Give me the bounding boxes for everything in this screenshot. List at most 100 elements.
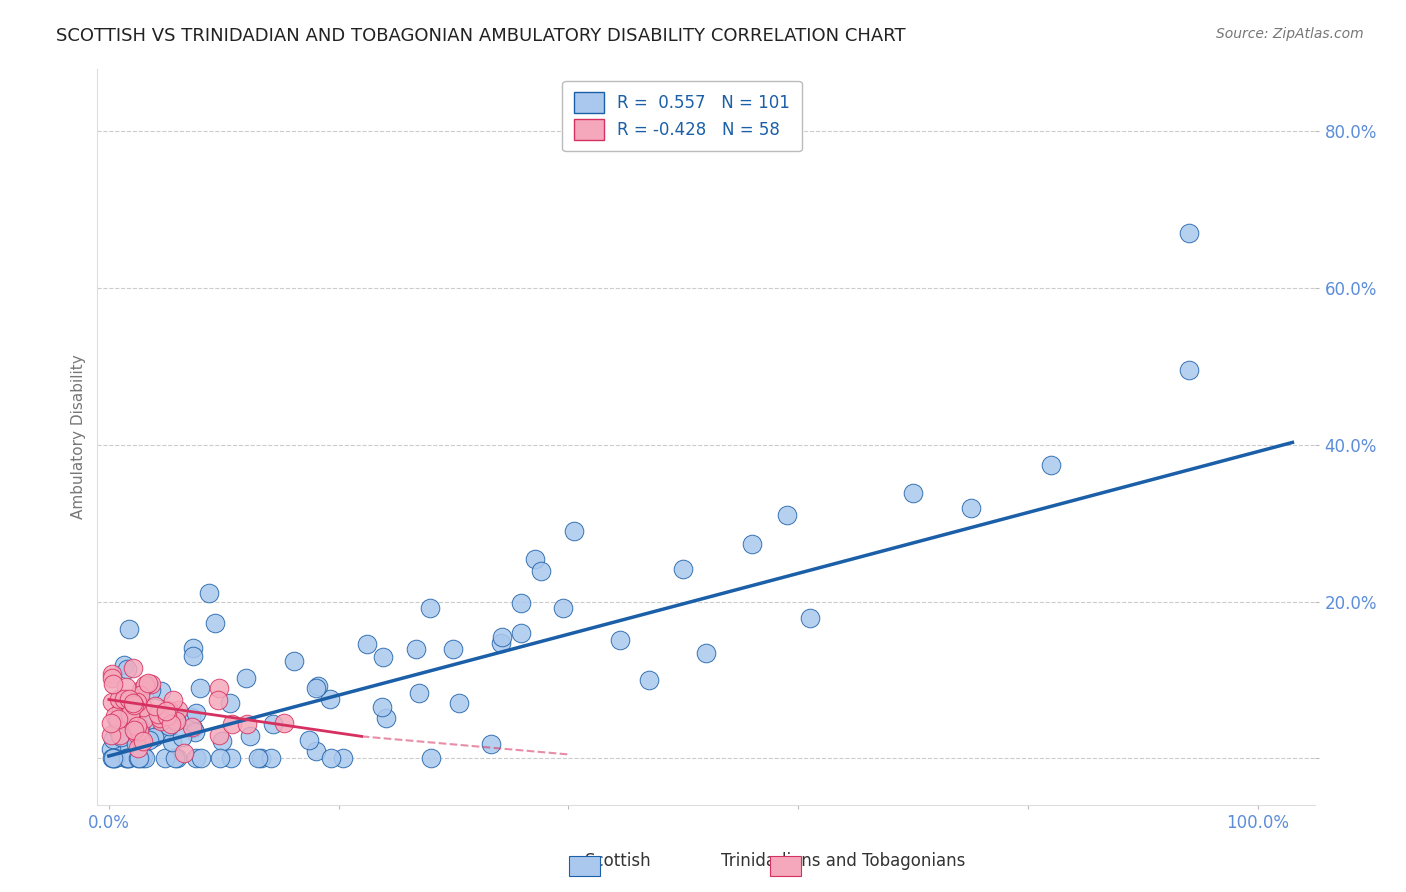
Point xyxy=(184,706,207,720)
Point xyxy=(183,721,205,735)
Point xyxy=(125,726,148,740)
Point xyxy=(146,707,169,722)
Point xyxy=(120,722,142,736)
Point xyxy=(262,717,284,731)
Point xyxy=(112,706,135,721)
Point xyxy=(101,750,124,764)
Point xyxy=(141,716,163,731)
Point xyxy=(128,750,150,764)
Text: Source: ZipAtlas.com: Source: ZipAtlas.com xyxy=(1216,27,1364,41)
Point xyxy=(638,673,661,687)
Point xyxy=(221,717,243,731)
Point xyxy=(114,713,136,727)
Point xyxy=(1178,363,1201,377)
Point xyxy=(111,715,134,730)
Point xyxy=(173,746,195,760)
Point xyxy=(114,657,136,672)
Point xyxy=(283,654,305,668)
Point xyxy=(441,642,464,657)
Point xyxy=(371,699,394,714)
Point xyxy=(741,537,763,551)
Point xyxy=(117,661,139,675)
Point xyxy=(149,711,172,725)
Point xyxy=(156,708,179,723)
Point xyxy=(117,750,139,764)
Point xyxy=(132,749,155,764)
Point xyxy=(118,709,141,723)
Point xyxy=(510,596,533,610)
Point xyxy=(449,696,471,710)
Point xyxy=(108,692,131,706)
Point xyxy=(122,696,145,710)
Point xyxy=(127,740,149,755)
Point xyxy=(246,750,269,764)
Point xyxy=(491,635,513,649)
Point xyxy=(184,724,207,739)
Point xyxy=(235,671,257,685)
Point xyxy=(153,750,176,764)
Point xyxy=(143,730,166,744)
Point xyxy=(524,552,547,566)
Point xyxy=(103,750,125,764)
Point xyxy=(118,750,141,764)
Point xyxy=(695,646,717,660)
Point xyxy=(419,601,441,615)
Point xyxy=(672,562,695,576)
Point xyxy=(373,650,395,665)
Point xyxy=(143,699,166,714)
Point xyxy=(114,745,136,759)
Point xyxy=(211,734,233,748)
Point xyxy=(134,712,156,726)
Point xyxy=(124,704,146,718)
Point xyxy=(120,698,142,712)
Point xyxy=(509,626,531,640)
Point xyxy=(103,731,125,746)
Point xyxy=(184,750,207,764)
Point xyxy=(110,703,132,717)
Point xyxy=(160,717,183,731)
Point xyxy=(101,750,124,764)
Point xyxy=(180,710,202,724)
Point xyxy=(118,622,141,636)
Point xyxy=(104,709,127,723)
Point xyxy=(1178,226,1201,240)
Point xyxy=(903,486,925,500)
Point xyxy=(100,727,122,741)
Point xyxy=(305,681,328,695)
Point xyxy=(419,750,441,764)
Point xyxy=(108,728,131,742)
Point xyxy=(132,734,155,748)
Point xyxy=(405,641,427,656)
Point xyxy=(127,719,149,733)
Point xyxy=(150,714,173,729)
Point xyxy=(332,750,354,764)
Point xyxy=(139,683,162,698)
Y-axis label: Ambulatory Disability: Ambulatory Disability xyxy=(72,355,86,519)
Point xyxy=(104,750,127,764)
Point xyxy=(197,586,219,600)
Point xyxy=(101,695,124,709)
Point xyxy=(162,693,184,707)
Point xyxy=(132,699,155,714)
Point xyxy=(155,704,177,718)
Point xyxy=(112,692,135,706)
Point xyxy=(207,693,229,707)
Point xyxy=(1040,458,1063,472)
Point xyxy=(110,730,132,744)
Point xyxy=(131,747,153,762)
Point xyxy=(129,734,152,748)
Point xyxy=(249,750,271,764)
Point xyxy=(374,711,396,725)
Point xyxy=(122,723,145,737)
Text: SCOTTISH VS TRINIDADIAN AND TOBAGONIAN AMBULATORY DISABILITY CORRELATION CHART: SCOTTISH VS TRINIDADIAN AND TOBAGONIAN A… xyxy=(56,27,905,45)
Point xyxy=(120,706,142,721)
Point xyxy=(128,689,150,703)
Point xyxy=(139,677,162,691)
Point xyxy=(134,678,156,692)
Point xyxy=(181,641,204,656)
Point xyxy=(799,611,821,625)
Point xyxy=(167,703,190,717)
Point xyxy=(125,695,148,709)
Point xyxy=(117,750,139,764)
Point xyxy=(129,734,152,748)
